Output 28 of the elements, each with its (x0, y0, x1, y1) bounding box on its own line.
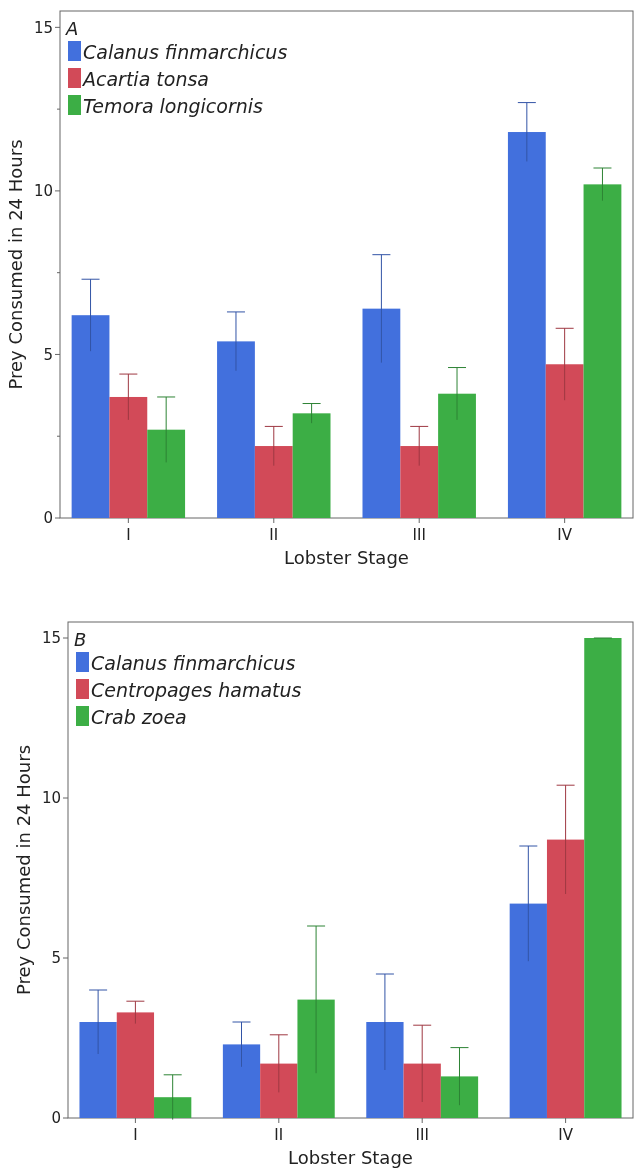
x-tick-label: IV (557, 526, 573, 544)
y-tick-label: 10 (33, 182, 53, 201)
x-axis-title: Lobster Stage (284, 547, 409, 568)
x-axis-title: Lobster Stage (288, 1147, 413, 1168)
y-tick-label: 15 (33, 18, 53, 37)
y-tick-label: 0 (51, 1109, 61, 1128)
x-tick-label: III (412, 526, 426, 544)
legend-label: Calanus finmarchicus (91, 652, 296, 674)
x-tick-label: II (274, 1126, 284, 1144)
x-tick-label: II (269, 526, 279, 544)
x-tick-label: III (415, 1126, 429, 1144)
y-tick-label: 15 (41, 629, 61, 648)
legend-label: Acartia tonsa (81, 68, 209, 90)
x-tick-label: IV (558, 1126, 574, 1144)
legend-label: Crab zoea (91, 706, 187, 728)
annotation: A (65, 18, 79, 39)
y-axis-title: Prey Consumed in 24 Hours (5, 139, 26, 390)
x-tick-label: I (126, 526, 131, 544)
y-tick-label: 5 (51, 949, 61, 968)
y-axis-title: Prey Consumed in 24 Hours (13, 744, 34, 996)
legend-label: Calanus finmarchicus (83, 41, 288, 63)
legend-label: Temora longicornis (83, 95, 264, 117)
legend-label: Centropages hamatus (91, 679, 302, 701)
y-tick-label: 5 (43, 345, 53, 364)
x-tick-label: I (133, 1126, 138, 1144)
y-tick-label: 10 (41, 789, 61, 808)
y-tick-label: 0 (43, 509, 53, 528)
annotation: B (74, 629, 87, 650)
